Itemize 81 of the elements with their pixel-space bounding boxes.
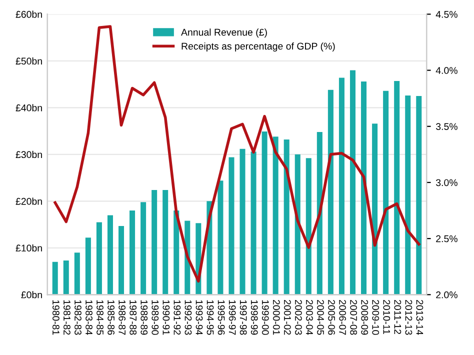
bar [85,238,91,295]
y-tick-label: £20bn [16,198,42,205]
y-tick-label: £10bn [16,244,42,252]
bar [52,262,58,295]
x-tick-label: 2002-03 [295,300,302,335]
bar [372,124,378,295]
bar [162,190,168,295]
x-tick-label: 1994-95 [206,300,214,335]
legend-label: Receipts as percentage of GDP (%) [182,42,335,52]
x-tick-label: 1986-87 [118,300,126,335]
bar [394,81,400,295]
x-tick-label: 1998-99 [250,300,258,335]
x-tick-label: 2000-01 [272,300,280,335]
bar [240,148,246,295]
bar [405,96,411,295]
x-tick-label: 1981-82 [64,300,70,335]
bar [107,215,113,295]
x-tick-label: 2013-14 [416,300,424,335]
y-tick-label: £30bn [16,150,42,158]
bar [250,152,256,295]
x-tick-label: 1983-84 [86,300,92,335]
y-tick-label: £40bn [16,104,42,112]
bar [74,252,80,295]
bar [152,190,158,295]
x-tick-label: 1992-93 [184,300,192,335]
bar [416,96,422,295]
x-tick-label: 1990-91 [162,300,170,335]
x-tick-label: 1988-89 [140,300,148,335]
bar [140,202,146,295]
bar [218,180,224,295]
line-series [54,25,420,283]
x-tick-label: 2001-02 [284,300,291,335]
y2-tick-label: 2.5% [436,235,458,242]
bar [316,132,322,295]
bar [328,90,334,295]
y2-tick-label: 2.0% [436,291,458,298]
bar [228,157,234,295]
x-tick-label: 2005-06 [328,300,335,335]
bar [338,78,344,295]
bar [284,139,290,295]
x-tick-label: 1987-88 [130,300,137,335]
bar [294,154,300,295]
x-tick-label: 1993-94 [196,300,203,335]
x-tick-label: 2011-12 [394,300,402,334]
x-tick-label: 1997-98 [240,300,247,335]
bar [361,82,367,295]
x-tick-label: 2009-10 [372,300,380,335]
y-tick-label: £0bn [21,291,42,298]
bar [272,136,278,295]
x-tick-label: 1991-92 [174,300,181,335]
bar [174,210,180,295]
legend-label: Annual Revenue (£) [181,28,267,38]
y-tick-label: £50bn [16,57,42,65]
x-tick-label: 1980-81 [52,300,60,335]
x-tick-label: 2012-13 [405,300,412,335]
x-tick-label: 2008-09 [361,300,368,335]
x-tick-label: 1984-85 [96,300,104,335]
bar [130,210,136,295]
x-tick-label: 1999-00 [262,300,269,335]
bar [96,222,102,295]
x-tick-label: 2006-07 [339,300,346,335]
x-tick-label: 2007-08 [350,300,358,335]
x-tick-label: 1989-90 [152,300,159,335]
y-tick-label: £60bn [16,10,42,18]
x-tick-label: 2003-04 [306,300,313,335]
x-tick-label: 1985-86 [108,300,115,335]
x-tick-label: 1995-96 [218,300,225,335]
y2-tick-label: 3.0% [436,179,458,186]
x-tick-label: 2004-05 [317,300,324,335]
x-tick-label: 1996-97 [228,300,236,335]
y2-tick-label: 4.5% [436,10,458,18]
bar [383,90,389,295]
bar [306,158,312,295]
bar [262,132,268,295]
bar [63,260,69,295]
x-tick-label: 1982-83 [74,300,82,335]
bar [118,226,124,295]
x-tick-label: 2010-11 [383,300,390,334]
bar [350,70,356,295]
y2-tick-label: 4.0% [436,67,458,74]
y2-tick-label: 3.5% [436,123,458,130]
